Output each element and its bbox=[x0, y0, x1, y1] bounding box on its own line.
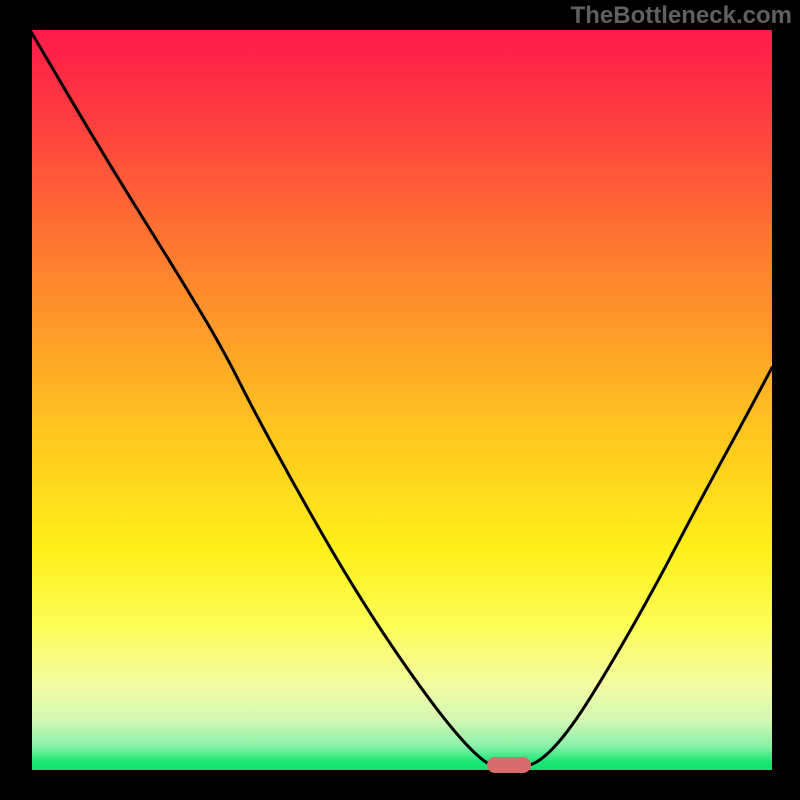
curve-path bbox=[30, 30, 772, 768]
optimal-marker bbox=[487, 757, 531, 773]
watermark-text: TheBottleneck.com bbox=[571, 2, 792, 30]
plot-area bbox=[30, 30, 772, 772]
bottleneck-curve bbox=[30, 30, 772, 772]
y-axis bbox=[30, 30, 32, 772]
x-axis bbox=[30, 770, 772, 772]
chart-container: TheBottleneck.com bbox=[0, 0, 800, 800]
